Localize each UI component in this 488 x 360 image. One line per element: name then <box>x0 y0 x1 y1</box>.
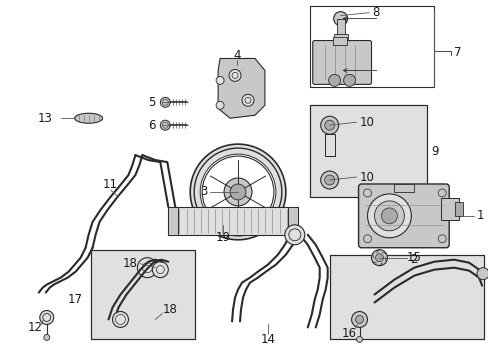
Bar <box>90 250 195 339</box>
Circle shape <box>381 208 397 224</box>
Text: 13: 13 <box>38 112 53 125</box>
Circle shape <box>216 101 224 109</box>
Circle shape <box>242 94 253 106</box>
Circle shape <box>228 69 241 81</box>
Circle shape <box>44 334 50 340</box>
Circle shape <box>190 144 285 240</box>
Circle shape <box>375 254 383 262</box>
Circle shape <box>374 201 404 231</box>
Circle shape <box>160 120 170 130</box>
Text: 3: 3 <box>200 185 207 198</box>
Circle shape <box>343 75 355 86</box>
Text: 5: 5 <box>148 96 155 109</box>
Bar <box>309 6 433 87</box>
Bar <box>329 255 483 339</box>
Text: 12: 12 <box>27 321 42 334</box>
Text: 18: 18 <box>122 257 137 270</box>
Bar <box>440 198 458 220</box>
Text: 10: 10 <box>359 116 374 129</box>
Bar <box>287 207 297 235</box>
Circle shape <box>285 225 304 245</box>
Circle shape <box>224 178 251 206</box>
Circle shape <box>152 262 168 278</box>
Text: 7: 7 <box>453 46 461 59</box>
Bar <box>333 33 347 39</box>
Text: 2: 2 <box>409 253 417 266</box>
Text: 10: 10 <box>359 171 374 184</box>
Bar <box>90 250 195 339</box>
Circle shape <box>160 97 170 107</box>
FancyBboxPatch shape <box>358 184 448 248</box>
Circle shape <box>137 258 157 278</box>
Bar <box>329 255 483 339</box>
Bar <box>168 207 297 235</box>
Text: 19: 19 <box>215 231 230 244</box>
Circle shape <box>40 310 54 324</box>
Text: 14: 14 <box>260 333 275 346</box>
Bar <box>324 134 334 156</box>
Circle shape <box>355 315 363 323</box>
Circle shape <box>328 75 340 86</box>
Text: 9: 9 <box>430 145 438 158</box>
Bar <box>336 19 344 37</box>
Bar <box>454 202 462 216</box>
Circle shape <box>367 194 410 238</box>
Polygon shape <box>218 58 264 118</box>
Circle shape <box>112 311 128 328</box>
Circle shape <box>320 116 338 134</box>
FancyBboxPatch shape <box>312 41 371 84</box>
Bar <box>332 37 346 45</box>
Text: 17: 17 <box>67 293 82 306</box>
Circle shape <box>216 76 224 84</box>
Circle shape <box>229 184 245 200</box>
Circle shape <box>320 171 338 189</box>
Circle shape <box>356 336 362 342</box>
Bar <box>309 105 427 197</box>
Text: 8: 8 <box>372 6 379 19</box>
Text: 18: 18 <box>163 303 177 316</box>
Text: 6: 6 <box>147 119 155 132</box>
Text: 4: 4 <box>233 49 240 62</box>
Text: 16: 16 <box>342 327 356 340</box>
Circle shape <box>351 311 367 328</box>
Text: 15: 15 <box>406 251 421 264</box>
Circle shape <box>476 268 488 280</box>
Bar <box>394 184 413 192</box>
Ellipse shape <box>75 113 102 123</box>
Bar <box>324 134 334 156</box>
Text: 11: 11 <box>103 179 118 192</box>
Circle shape <box>324 175 334 185</box>
Circle shape <box>371 250 386 266</box>
Text: 1: 1 <box>476 210 484 222</box>
Circle shape <box>200 154 275 230</box>
Circle shape <box>324 120 334 130</box>
Bar <box>168 207 178 235</box>
Circle shape <box>333 12 347 26</box>
Bar <box>309 105 427 197</box>
